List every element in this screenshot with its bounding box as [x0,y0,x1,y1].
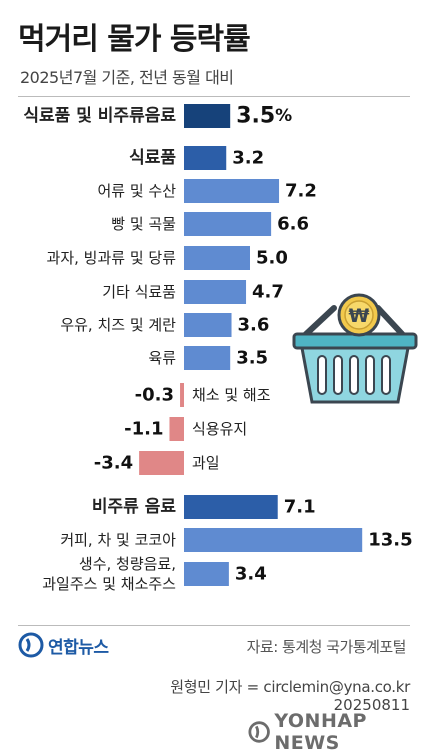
category-label-9: 식용유지 [192,420,247,438]
bar-3 [184,212,272,236]
bar-1 [184,146,227,170]
bar-9 [169,417,184,441]
bar-2 [184,179,280,203]
chart-title: 먹거리 물가 등락률 [18,22,251,57]
bar-7 [184,346,231,370]
value-label-7: 3.5 [236,348,268,369]
value-label-11: 7.1 [284,497,316,518]
value-label-10: -3.4 [94,453,133,474]
bar-8 [180,383,184,407]
category-label-3: 빵 및 곡물 [111,215,176,233]
category-label-12: 커피, 차 및 코코아 [60,531,176,549]
category-label-6: 우유, 치즈 및 계란 [60,316,176,334]
bottom-divider [18,625,410,626]
category-label-0: 식료품 및 비주류음료 [23,106,176,126]
yonhap-logo-icon [18,632,44,658]
won-coin-icon: ₩ [337,293,381,337]
bar-0 [184,104,231,128]
value-label-6: 3.6 [238,315,270,336]
bar-10 [139,451,184,475]
value-label-12: 13.5 [368,530,412,551]
value-label-5: 4.7 [252,282,284,303]
bar-6 [184,313,232,337]
yonhap-logo: 연합뉴스 [18,632,109,658]
category-label-11: 비주류 음료 [92,497,176,517]
byline: 원형민 기자 = circlemin@yna.co.kr [170,678,410,696]
value-label-3: 6.6 [277,214,309,235]
bar-12 [184,528,363,552]
shopping-basket-icon [292,305,418,404]
logo-text: 연합뉴스 [48,637,109,658]
category-label-13: 생수, 청량음료, 과일주스 및 채소주스 [42,555,176,593]
source-note: 자료: 통계청 국가통계포털 [246,638,407,656]
category-label-2: 어류 및 수산 [97,182,176,200]
value-label-1: 3.2 [232,148,264,169]
chart-subtitle: 2025년7월 기준, 전년 동월 대비 [20,68,234,87]
watermark-text: YONHAP NEWS [274,710,367,754]
bar-13 [184,562,229,586]
value-label-4: 5.0 [256,248,288,269]
category-label-1: 식료품 [129,148,176,168]
value-label-0: 3.5% [236,104,292,129]
bar-11 [184,495,278,519]
value-label-13: 3.4 [235,564,267,585]
bar-chart: 3.5% 식료품 및 비주류음료 3.2 식료품 7.2 어류 및 수산 6.6 빵 및 곡물… [23,104,412,594]
value-label-9: -1.1 [124,419,163,440]
watermark-logo-icon [248,721,270,743]
category-label-4: 과자, 빙과류 및 당류 [47,249,177,267]
watermark: YONHAP NEWS [248,710,428,754]
date: 20250811 [333,696,410,714]
bar-5 [184,280,247,304]
svg-text:₩: ₩ [349,305,370,327]
top-divider [18,96,410,97]
value-label-8: -0.3 [135,385,174,406]
category-label-7: 육류 [148,349,176,367]
value-label-2: 7.2 [285,181,317,202]
category-label-10: 과일 [192,454,220,472]
bar-4 [184,246,250,270]
category-label-5: 기타 식료품 [102,283,176,301]
category-label-8: 채소 및 해조 [192,386,271,404]
